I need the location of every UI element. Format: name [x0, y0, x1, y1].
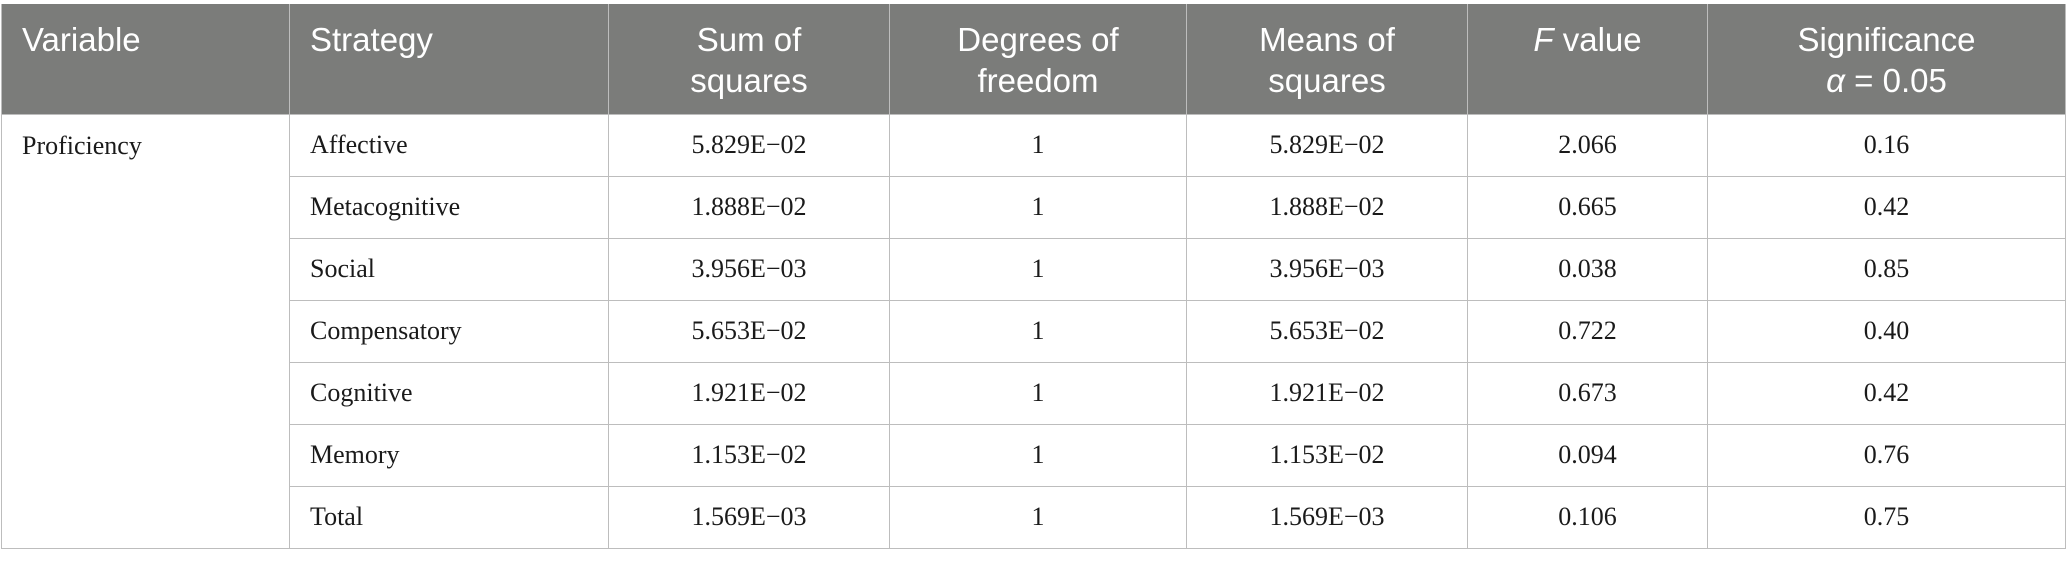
- table-header: Variable Strategy Sum of squares Degrees…: [1, 4, 2066, 114]
- header-sum-of-squares-line1: Sum of: [696, 21, 802, 58]
- significance-cell: 0.16: [1707, 113, 2066, 177]
- sum-of-squares-cell: 1.921E−02: [608, 361, 890, 425]
- header-strategy-label: Strategy: [310, 21, 433, 58]
- significance-cell: 0.40: [1707, 299, 2066, 363]
- header-means-of-squares: Means of squares: [1186, 4, 1468, 114]
- significance-cell: 0.76: [1707, 423, 2066, 487]
- strategy-cell: Metacognitive: [289, 175, 609, 239]
- table-row: Metacognitive 1.888E−02 1 1.888E−02 0.66…: [2, 175, 2066, 239]
- strategy-cell: Cognitive: [289, 361, 609, 425]
- header-degrees-of-freedom-line1: Degrees of: [957, 21, 1119, 58]
- mean-squares-cell: 1.888E−02: [1186, 175, 1468, 239]
- significance-cell: 0.42: [1707, 361, 2066, 425]
- strategy-cell: Compensatory: [289, 299, 609, 363]
- header-sum-of-squares-line2: squares: [690, 62, 808, 99]
- sum-of-squares-cell: 3.956E−03: [608, 237, 890, 301]
- df-cell: 1: [889, 361, 1187, 425]
- mean-squares-cell: 1.153E−02: [1186, 423, 1468, 487]
- f-value-cell: 0.094: [1467, 423, 1708, 487]
- header-means-of-squares-line2: squares: [1268, 62, 1386, 99]
- mean-squares-cell: 1.569E−03: [1186, 485, 1468, 549]
- header-significance: Significance α = 0.05: [1707, 4, 2066, 114]
- header-variable-label: Variable: [22, 21, 141, 58]
- table-row: Compensatory 5.653E−02 1 5.653E−02 0.722…: [2, 299, 2066, 363]
- significance-cell: 0.75: [1707, 485, 2066, 549]
- table-row: Cognitive 1.921E−02 1 1.921E−02 0.673 0.…: [2, 361, 2066, 425]
- header-strategy: Strategy: [289, 4, 609, 114]
- table-row: Memory 1.153E−02 1 1.153E−02 0.094 0.76: [2, 423, 2066, 487]
- sum-of-squares-cell: 1.153E−02: [608, 423, 890, 487]
- table-row: Proficiency Affective 5.829E−02 1 5.829E…: [1, 113, 2066, 549]
- significance-cell: 0.42: [1707, 175, 2066, 239]
- df-cell: 1: [889, 423, 1187, 487]
- significance-cell: 0.85: [1707, 237, 2066, 301]
- strategy-cell: Memory: [289, 423, 609, 487]
- mean-squares-cell: 5.653E−02: [1186, 299, 1468, 363]
- df-cell: 1: [889, 175, 1187, 239]
- header-degrees-of-freedom: Degrees of freedom: [889, 4, 1187, 114]
- strategy-cell: Total: [289, 485, 609, 549]
- table-row: Total 1.569E−03 1 1.569E−03 0.106 0.75: [2, 485, 2066, 549]
- header-significance-alpha: α: [1826, 62, 1845, 99]
- sum-of-squares-cell: 1.888E−02: [608, 175, 890, 239]
- header-f-value: F value: [1467, 4, 1708, 114]
- header-degrees-of-freedom-line2: freedom: [977, 62, 1099, 99]
- table-body: Proficiency Affective 5.829E−02 1 5.829E…: [1, 113, 2066, 549]
- header-variable: Variable: [1, 4, 290, 114]
- f-value-cell: 0.038: [1467, 237, 1708, 301]
- variable-label: Proficiency: [22, 130, 142, 160]
- sum-of-squares-cell: 1.569E−03: [608, 485, 890, 549]
- df-cell: 1: [889, 299, 1187, 363]
- df-cell: 1: [889, 237, 1187, 301]
- header-significance-line1: Significance: [1797, 21, 1976, 58]
- header-sum-of-squares: Sum of squares: [608, 4, 890, 114]
- header-f-value-text: value: [1553, 21, 1642, 58]
- f-value-cell: 0.673: [1467, 361, 1708, 425]
- sum-of-squares-cell: 5.653E−02: [608, 299, 890, 363]
- header-means-of-squares-line1: Means of: [1259, 21, 1395, 58]
- f-value-cell: 2.066: [1467, 113, 1708, 177]
- header-significance-value: = 0.05: [1844, 62, 1947, 99]
- mean-squares-cell: 5.829E−02: [1186, 113, 1468, 177]
- df-cell: 1: [889, 485, 1187, 549]
- strategy-cell: Social: [289, 237, 609, 301]
- f-value-cell: 0.722: [1467, 299, 1708, 363]
- mean-squares-cell: 3.956E−03: [1186, 237, 1468, 301]
- f-value-cell: 0.106: [1467, 485, 1708, 549]
- mean-squares-cell: 1.921E−02: [1186, 361, 1468, 425]
- header-row: Variable Strategy Sum of squares Degrees…: [1, 4, 2066, 114]
- sum-of-squares-cell: 5.829E−02: [608, 113, 890, 177]
- df-cell: 1: [889, 113, 1187, 177]
- table-row: Social 3.956E−03 1 3.956E−03 0.038 0.85: [2, 237, 2066, 301]
- anova-table: Variable Strategy Sum of squares Degrees…: [1, 4, 2066, 549]
- f-value-cell: 0.665: [1467, 175, 1708, 239]
- strategy-cell: Affective: [289, 113, 609, 177]
- header-f-symbol: F: [1533, 21, 1554, 58]
- variable-cell: Proficiency: [1, 113, 290, 549]
